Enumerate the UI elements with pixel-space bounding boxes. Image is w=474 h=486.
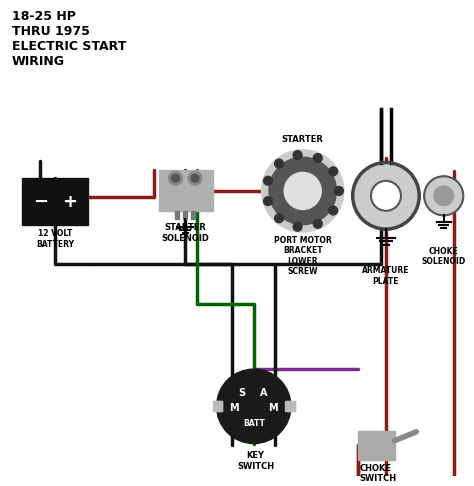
Bar [357,431,395,460]
Text: PORT MOTOR
BRACKET
LOWER
SCREW: PORT MOTOR BRACKET LOWER SCREW [274,236,332,276]
Text: A: A [260,388,267,398]
Text: STARTER: STARTER [282,135,324,144]
Text: ARMATURE
PLATE: ARMATURE PLATE [362,266,410,286]
Text: S: S [238,388,246,398]
Circle shape [172,174,179,182]
Text: +: + [62,192,77,211]
Bar [159,171,213,211]
Circle shape [264,176,273,185]
Bar [287,401,295,411]
Circle shape [262,150,344,232]
Bar [183,211,187,219]
Text: CHOKE
SWITCH: CHOKE SWITCH [359,464,397,484]
Circle shape [335,187,343,195]
Circle shape [188,172,202,185]
Bar [191,211,195,219]
Circle shape [293,222,302,231]
Text: 12 VOLT
BATTERY: 12 VOLT BATTERY [36,229,74,248]
Bar [215,401,222,411]
Circle shape [191,174,199,182]
Circle shape [424,176,463,215]
Circle shape [264,197,273,206]
Text: BATT: BATT [243,419,264,429]
Bar [22,178,88,225]
Circle shape [371,181,401,211]
Text: M: M [229,403,239,413]
Text: 18-25 HP
THRU 1975
ELECTRIC START
WIRING: 18-25 HP THRU 1975 ELECTRIC START WIRING [12,10,126,68]
Circle shape [169,172,182,185]
Circle shape [284,173,321,209]
Bar [213,401,222,411]
Text: −: − [33,192,48,211]
Bar [175,211,179,219]
Circle shape [293,151,302,159]
Circle shape [274,159,283,168]
Text: KEY
SWITCH: KEY SWITCH [237,451,274,471]
Circle shape [313,220,322,228]
Circle shape [434,186,454,206]
Bar [285,401,295,411]
Text: M: M [269,403,278,413]
Circle shape [313,154,322,162]
Circle shape [217,369,291,444]
Circle shape [274,214,283,223]
Circle shape [269,157,337,225]
Text: CHOKE
SOLENOID: CHOKE SOLENOID [421,247,466,266]
Circle shape [353,162,419,229]
Circle shape [329,167,337,176]
Text: STARTER
SOLENOID: STARTER SOLENOID [161,223,209,243]
Circle shape [329,206,337,215]
